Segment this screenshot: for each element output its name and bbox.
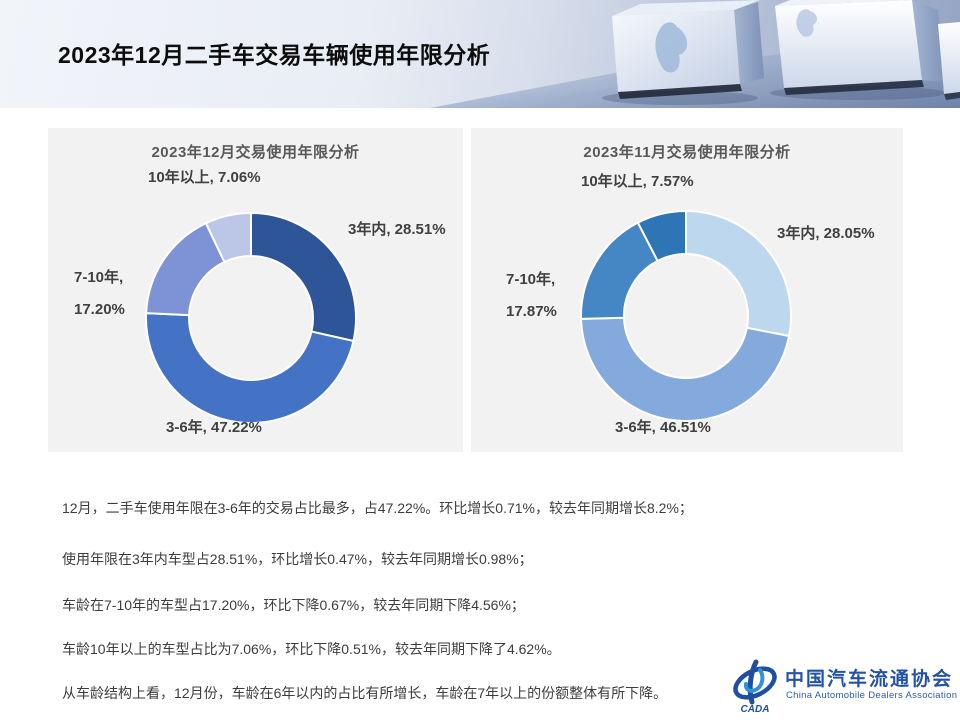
header-cubes-decoration — [430, 0, 960, 108]
data-label-7to10y: 7-10年, 17.87% — [506, 264, 557, 328]
cada-logo: CADA 中国汽车流通协会 China Automobile Dealers A… — [731, 657, 958, 715]
donut-segment-3年内 — [685, 210, 792, 337]
donut-chart-december — [145, 212, 357, 424]
cada-logo-emblem-icon: CADA — [733, 659, 777, 714]
donut-segment-3-6年 — [580, 316, 791, 423]
chart-panel-december: 2023年12月交易使用年限分析 10年以上, 7.06% 3年内, 28.51… — [48, 128, 463, 452]
data-label-3to6y: 3-6年, 47.22% — [166, 419, 262, 436]
analysis-line-4: 车龄10年以上的车型占比为7.06%，环比下降0.51%，较去年同期下降了4.6… — [62, 641, 561, 657]
data-label-over10y: 10年以上, 7.57% — [581, 173, 694, 190]
analysis-line-5: 从车龄结构上看，12月份，车龄在6年以内的占比有所增长，车龄在7年以上的份额整体… — [62, 685, 668, 701]
chart-title-december: 2023年12月交易使用年限分析 — [151, 144, 360, 161]
data-label-7to10y-line2: 17.87% — [506, 303, 557, 320]
chart-panel-november: 2023年11月交易使用年限分析 10年以上, 7.57% 3年内, 28.05… — [471, 128, 903, 452]
analysis-line-2: 使用年限在3年内车型占28.51%，环比增长0.47%，较去年同期增长0.98%… — [62, 551, 533, 567]
data-label-over10y: 10年以上, 7.06% — [148, 169, 261, 186]
data-label-7to10y-line1: 7-10年, — [506, 271, 556, 288]
svg-text:CADA: CADA — [741, 704, 770, 714]
slide-header: 2023年12月二手车交易车辆使用年限分析 — [0, 0, 960, 108]
chart-title-november: 2023年11月交易使用年限分析 — [583, 144, 791, 161]
analysis-line-3: 车龄在7-10年的车型占17.20%，环比下降0.67%，较去年同期下降4.56… — [62, 597, 525, 613]
data-label-7to10y: 7-10年, 17.20% — [74, 262, 125, 326]
data-label-3to6y: 3-6年, 46.51% — [615, 419, 711, 436]
donut-segment-10年以上 — [636, 210, 687, 262]
data-label-7to10y-line1: 7-10年, — [74, 269, 124, 286]
logo-name-en: China Automobile Dealers Association — [786, 690, 958, 701]
page-title: 2023年12月二手车交易车辆使用年限分析 — [58, 42, 491, 68]
analysis-line-1: 12月，二手车使用年限在3-6年的交易占比最多，占47.22%。环比增长0.71… — [62, 500, 693, 516]
data-label-under3y: 3年内, 28.51% — [348, 221, 446, 238]
logo-name-cn: 中国汽车流通协会 — [785, 669, 954, 690]
donut-chart-november — [580, 210, 792, 423]
donut-segment-10年以上 — [204, 212, 252, 263]
donut-segment-3-6年 — [145, 312, 355, 424]
donut-segment-3年内 — [250, 212, 357, 342]
data-label-7to10y-line2: 17.20% — [74, 301, 125, 318]
data-label-under3y: 3年内, 28.05% — [777, 225, 875, 242]
